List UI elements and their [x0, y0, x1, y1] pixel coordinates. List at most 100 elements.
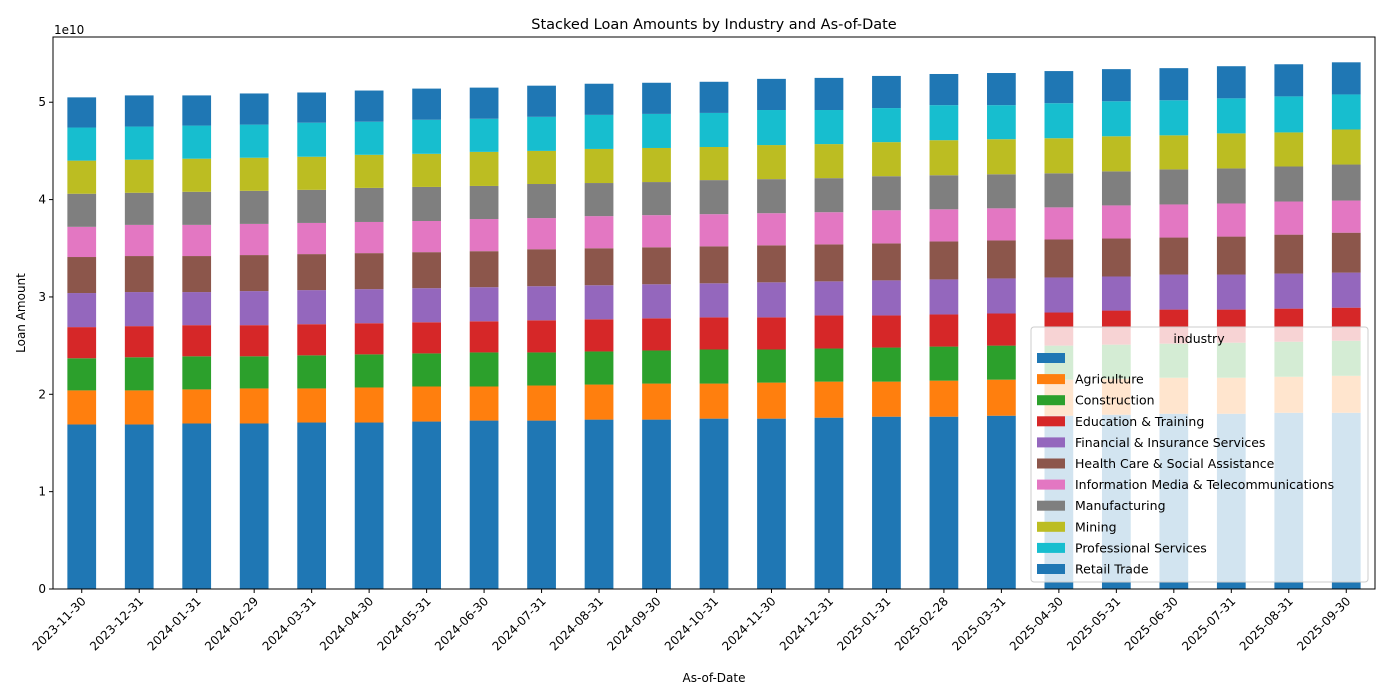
bar-segment-information-media-telecommunications-2024-12-31: [814, 212, 844, 245]
bar-segment-professional-services-2025-04-30: [1044, 103, 1074, 139]
bar-segment-professional-services-2024-04-30: [354, 121, 384, 155]
bar-segment-manufacturing-2024-08-31: [584, 183, 614, 217]
bar-segment-mining-2025-08-31: [1274, 132, 1304, 167]
bar-segment-mining-2025-05-31: [1101, 136, 1131, 172]
bar-segment-manufacturing-2024-06-30: [469, 185, 499, 220]
bar-segment-retail-trade-2024-10-31: [699, 81, 729, 113]
bar-segment-manufacturing-2024-03-31: [297, 189, 327, 223]
bar-segment-mining-2025-03-31: [987, 139, 1016, 175]
bar-segment-health-care-social-assistance-2025-09-30: [1331, 232, 1361, 273]
bar-segment-unlabeled-2024-12-31: [814, 417, 844, 589]
bar-segment-professional-services-2025-02-28: [929, 105, 959, 141]
bar-segment-retail-trade-2025-01-31: [872, 75, 901, 109]
bar-segment-professional-services-2024-12-31: [814, 110, 844, 145]
bar-segment-retail-trade-2024-08-31: [584, 83, 614, 115]
chart-title: Stacked Loan Amounts by Industry and As-…: [531, 17, 897, 33]
bar-segment-professional-services-2023-12-31: [124, 126, 154, 160]
legend-label: Education & Training: [1075, 414, 1204, 429]
bar-segment-manufacturing-2024-02-29: [239, 190, 269, 224]
bar-segment-education-training-2024-10-31: [699, 317, 729, 350]
bar-segment-construction-2025-03-31: [987, 345, 1016, 380]
bar-segment-retail-trade-2024-01-31: [182, 95, 212, 126]
bars-group: [67, 62, 1361, 589]
bar-segment-information-media-telecommunications-2025-04-30: [1044, 207, 1074, 240]
legend-label: Agriculture: [1075, 372, 1144, 387]
bar-segment-agriculture-2024-03-31: [297, 388, 327, 423]
legend-swatch: [1037, 416, 1065, 427]
bar-segment-agriculture-2024-02-29: [239, 388, 269, 424]
bar-segment-manufacturing-2025-05-31: [1101, 171, 1131, 206]
bar-segment-professional-services-2024-01-31: [182, 125, 212, 159]
legend-swatch: [1037, 458, 1065, 469]
legend-label: Construction: [1075, 393, 1155, 408]
bar-segment-education-training-2024-06-30: [469, 321, 499, 353]
bar-segment-health-care-social-assistance-2025-01-31: [872, 243, 901, 281]
bar-segment-financial-insurance-services-2025-06-30: [1159, 274, 1189, 310]
bar-segment-mining-2025-04-30: [1044, 138, 1074, 174]
bar-segment-financial-insurance-services-2025-05-31: [1101, 276, 1131, 311]
bar-segment-construction-2024-09-30: [642, 350, 671, 384]
bar-segment-retail-trade-2025-08-31: [1274, 64, 1304, 97]
bar-segment-retail-trade-2024-06-30: [469, 87, 499, 119]
bar-segment-unlabeled-2023-12-31: [124, 424, 154, 589]
bar-segment-agriculture-2023-11-30: [67, 390, 97, 425]
bar-segment-financial-insurance-services-2025-09-30: [1331, 272, 1361, 308]
bar-segment-manufacturing-2023-11-30: [67, 193, 97, 227]
bar-segment-retail-trade-2025-06-30: [1159, 68, 1189, 101]
bar-segment-health-care-social-assistance-2024-10-31: [699, 246, 729, 284]
bar-segment-financial-insurance-services-2025-03-31: [987, 278, 1016, 314]
bar-segment-mining-2024-05-31: [412, 153, 441, 187]
bar-segment-financial-insurance-services-2023-12-31: [124, 292, 154, 327]
bar-segment-information-media-telecommunications-2023-11-30: [67, 226, 97, 258]
bar-segment-mining-2025-09-30: [1331, 129, 1361, 165]
legend-items: Agriculture Construction Education & Train…: [1037, 353, 1334, 577]
bar-segment-professional-services-2025-07-31: [1216, 98, 1246, 134]
bar-segment-agriculture-2023-12-31: [124, 390, 154, 425]
bar-segment-education-training-2024-01-31: [182, 325, 212, 357]
bar-segment-retail-trade-2025-03-31: [987, 73, 1016, 106]
legend-label: Professional Services: [1075, 540, 1207, 555]
bar-segment-manufacturing-2025-02-28: [929, 175, 959, 210]
bar-segment-health-care-social-assistance-2024-01-31: [182, 256, 212, 293]
bar-segment-retail-trade-2024-07-31: [527, 85, 556, 117]
bar-segment-education-training-2023-12-31: [124, 326, 154, 358]
bar-segment-professional-services-2025-05-31: [1101, 101, 1131, 137]
bar-segment-manufacturing-2023-12-31: [124, 192, 154, 225]
bar-segment-agriculture-2025-02-28: [929, 380, 959, 417]
bar-segment-professional-services-2024-08-31: [584, 114, 614, 149]
legend-swatch: [1037, 542, 1065, 553]
bar-segment-mining-2024-12-31: [814, 144, 844, 179]
bar-segment-unlabeled-2025-02-28: [929, 416, 959, 589]
bar-segment-education-training-2025-01-31: [872, 315, 901, 348]
bar-segment-information-media-telecommunications-2024-04-30: [354, 221, 384, 254]
legend-label: Retail Trade: [1075, 562, 1149, 577]
bar-segment-professional-services-2025-09-30: [1331, 94, 1361, 130]
y-axis-label: Loan Amount: [14, 273, 28, 353]
plot-frame: [52, 36, 1376, 590]
bar-segment-health-care-social-assistance-2025-05-31: [1101, 238, 1131, 277]
bar-segment-mining-2024-08-31: [584, 148, 614, 184]
bar-segment-information-media-telecommunications-2024-03-31: [297, 222, 327, 255]
bar-segment-unlabeled-2024-11-30: [757, 418, 786, 589]
bar-segment-health-care-social-assistance-2023-12-31: [124, 256, 154, 293]
bar-segment-construction-2024-05-31: [412, 353, 441, 387]
bar-segment-health-care-social-assistance-2025-04-30: [1044, 239, 1074, 278]
bar-segment-professional-services-2024-10-31: [699, 112, 729, 148]
bar-segment-construction-2024-10-31: [699, 349, 729, 384]
bar-segment-construction-2024-04-30: [354, 354, 384, 388]
bar-segment-education-training-2024-02-29: [239, 325, 269, 357]
bar-segment-information-media-telecommunications-2024-05-31: [412, 221, 441, 253]
bar-segment-financial-insurance-services-2024-10-31: [699, 283, 729, 318]
bar-segment-information-media-telecommunications-2024-09-30: [642, 215, 671, 248]
bar-segment-education-training-2024-05-31: [412, 322, 441, 354]
bar-segment-mining-2024-06-30: [469, 151, 499, 186]
bar-segment-agriculture-2024-09-30: [642, 383, 671, 420]
bar-segment-agriculture-2025-01-31: [872, 381, 901, 417]
legend: industry Agriculture Construction Educatio…: [1030, 326, 1369, 583]
bar-segment-manufacturing-2024-01-31: [182, 191, 212, 225]
bar-segment-professional-services-2024-06-30: [469, 118, 499, 152]
bar-segment-information-media-telecommunications-2024-10-31: [699, 214, 729, 247]
bar-segment-construction-2024-07-31: [527, 352, 556, 386]
bar-segment-retail-trade-2025-04-30: [1044, 71, 1074, 104]
legend-label: Manufacturing: [1075, 498, 1166, 513]
